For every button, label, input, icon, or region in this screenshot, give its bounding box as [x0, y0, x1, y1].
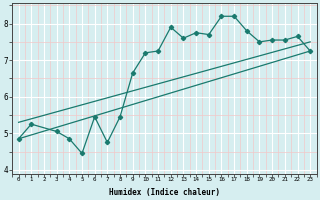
X-axis label: Humidex (Indice chaleur): Humidex (Indice chaleur) [109, 188, 220, 197]
